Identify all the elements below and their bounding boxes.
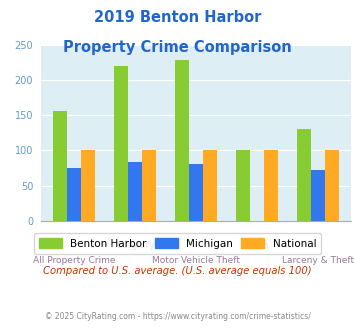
Bar bbox=[53, 111, 67, 221]
Text: Burglary: Burglary bbox=[116, 241, 154, 249]
Bar bbox=[175, 60, 189, 221]
Text: Property Crime Comparison: Property Crime Comparison bbox=[63, 40, 292, 54]
Bar bbox=[236, 150, 250, 221]
Bar bbox=[67, 168, 81, 221]
Text: Motor Vehicle Theft: Motor Vehicle Theft bbox=[152, 256, 240, 265]
Text: Larceny & Theft: Larceny & Theft bbox=[282, 256, 354, 265]
Text: 2019 Benton Harbor: 2019 Benton Harbor bbox=[94, 10, 261, 25]
Bar bbox=[114, 66, 128, 221]
Bar bbox=[142, 150, 156, 221]
Bar bbox=[264, 150, 278, 221]
Bar bbox=[203, 150, 217, 221]
Text: © 2025 CityRating.com - https://www.cityrating.com/crime-statistics/: © 2025 CityRating.com - https://www.city… bbox=[45, 312, 310, 321]
Bar bbox=[128, 162, 142, 221]
Bar bbox=[311, 170, 325, 221]
Bar bbox=[189, 164, 203, 221]
Legend: Benton Harbor, Michigan, National: Benton Harbor, Michigan, National bbox=[34, 233, 321, 254]
Text: Compared to U.S. average. (U.S. average equals 100): Compared to U.S. average. (U.S. average … bbox=[43, 266, 312, 276]
Bar bbox=[81, 150, 95, 221]
Text: Arson: Arson bbox=[244, 241, 270, 249]
Bar bbox=[297, 129, 311, 221]
Text: All Property Crime: All Property Crime bbox=[33, 256, 116, 265]
Bar bbox=[325, 150, 339, 221]
